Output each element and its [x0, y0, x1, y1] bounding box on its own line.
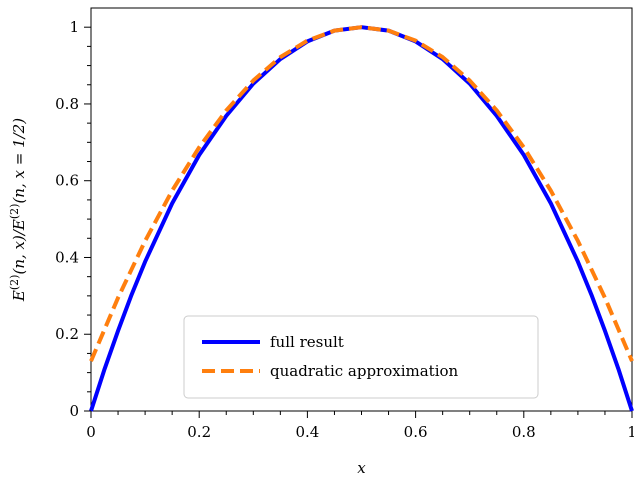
- legend-label-full-result: full result: [270, 333, 344, 351]
- x-axis-label: x: [357, 459, 366, 477]
- y-label-lhs-sup: (2): [8, 275, 21, 291]
- y-label-lhs-base: E: [10, 290, 28, 302]
- y-label-rhs-base: E: [10, 219, 28, 231]
- x-tick-label: 1: [627, 423, 634, 441]
- legend-box: [183, 315, 539, 399]
- legend-label-quadratic-approximation: quadratic approximation: [270, 362, 459, 380]
- x-tick-label: 0: [86, 423, 96, 441]
- legend: full result quadratic approximation: [183, 315, 539, 399]
- x-tick-label: 0.6: [404, 423, 428, 441]
- y-axis-ticks: 0 0.2 0.4 0.6 0.8 1: [55, 18, 91, 420]
- y-label-rhs-sup: (2): [8, 204, 21, 220]
- x-axis-ticks: 0 0.2 0.4 0.6 0.8 1: [86, 411, 634, 441]
- y-tick-label: 0: [69, 402, 79, 420]
- y-axis-label: E(2)(n, x)/E(2)(n, x = 1/2): [8, 118, 28, 302]
- x-tick-label: 0.2: [187, 423, 211, 441]
- x-tick-label: 0.4: [295, 423, 319, 441]
- y-tick-label: 0.8: [55, 95, 79, 113]
- y-label-lhs-args: (n, x)/: [10, 228, 28, 274]
- y-label-rhs-args: (n, x = 1/2): [10, 118, 28, 204]
- y-tick-label: 0.2: [55, 325, 79, 343]
- x-tick-label: 0.8: [512, 423, 536, 441]
- y-tick-label: 1: [69, 18, 79, 36]
- y-tick-label: 0.4: [55, 248, 79, 266]
- series-line-quadratic-approximation: [89, 25, 634, 362]
- y-tick-label: 0.6: [55, 172, 79, 190]
- series-layer: [89, 25, 634, 412]
